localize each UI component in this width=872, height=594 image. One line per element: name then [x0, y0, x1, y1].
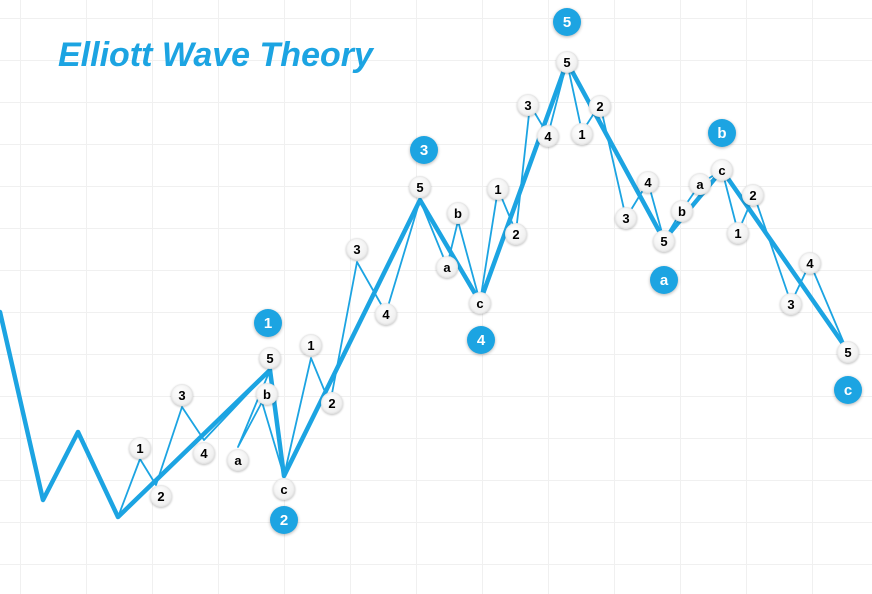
wave-sub-label: 2 [589, 95, 611, 117]
wave-sub-label: 1 [300, 334, 322, 356]
wave-sub-label: 3 [517, 94, 539, 116]
wave-sub-label: 2 [742, 184, 764, 206]
wave-sub-label: 5 [556, 51, 578, 73]
wave-sub-label: 4 [537, 125, 559, 147]
wave-chart [0, 0, 872, 594]
wave-sub-label: 5 [837, 341, 859, 363]
wave-sub-label: 2 [150, 485, 172, 507]
wave-sub-label: 1 [727, 222, 749, 244]
wave-major-badge: 2 [270, 506, 298, 534]
wave-sub-label: c [711, 159, 733, 181]
wave-sub-label: 1 [487, 178, 509, 200]
wave-sub-label: 4 [193, 442, 215, 464]
wave-sub-label: 2 [321, 392, 343, 414]
wave-major-badge: 1 [254, 309, 282, 337]
wave-sub-label: 2 [505, 223, 527, 245]
wave-sub-label: 5 [409, 176, 431, 198]
wave-sub-label: c [273, 478, 295, 500]
wave-sub-label: a [689, 173, 711, 195]
wave-major-badge: c [834, 376, 862, 404]
wave-sub-label: b [671, 200, 693, 222]
wave-sub-label: 4 [637, 171, 659, 193]
wave-major-badge: 3 [410, 136, 438, 164]
wave-sub-label: 3 [346, 238, 368, 260]
detail-wave-line [118, 62, 846, 517]
wave-sub-label: 3 [171, 384, 193, 406]
wave-sub-label: b [256, 383, 278, 405]
wave-sub-label: 5 [653, 230, 675, 252]
wave-sub-label: 1 [129, 437, 151, 459]
wave-sub-label: 5 [259, 347, 281, 369]
wave-sub-label: c [469, 292, 491, 314]
wave-sub-label: 4 [375, 303, 397, 325]
wave-sub-label: 3 [780, 293, 802, 315]
wave-sub-label: 3 [615, 207, 637, 229]
wave-major-badge: b [708, 119, 736, 147]
wave-sub-label: 1 [571, 123, 593, 145]
wave-sub-label: 4 [799, 252, 821, 274]
wave-sub-label: a [436, 256, 458, 278]
wave-major-badge: 4 [467, 326, 495, 354]
wave-major-badge: a [650, 266, 678, 294]
wave-major-badge: 5 [553, 8, 581, 36]
wave-sub-label: b [447, 202, 469, 224]
wave-sub-label: a [227, 449, 249, 471]
